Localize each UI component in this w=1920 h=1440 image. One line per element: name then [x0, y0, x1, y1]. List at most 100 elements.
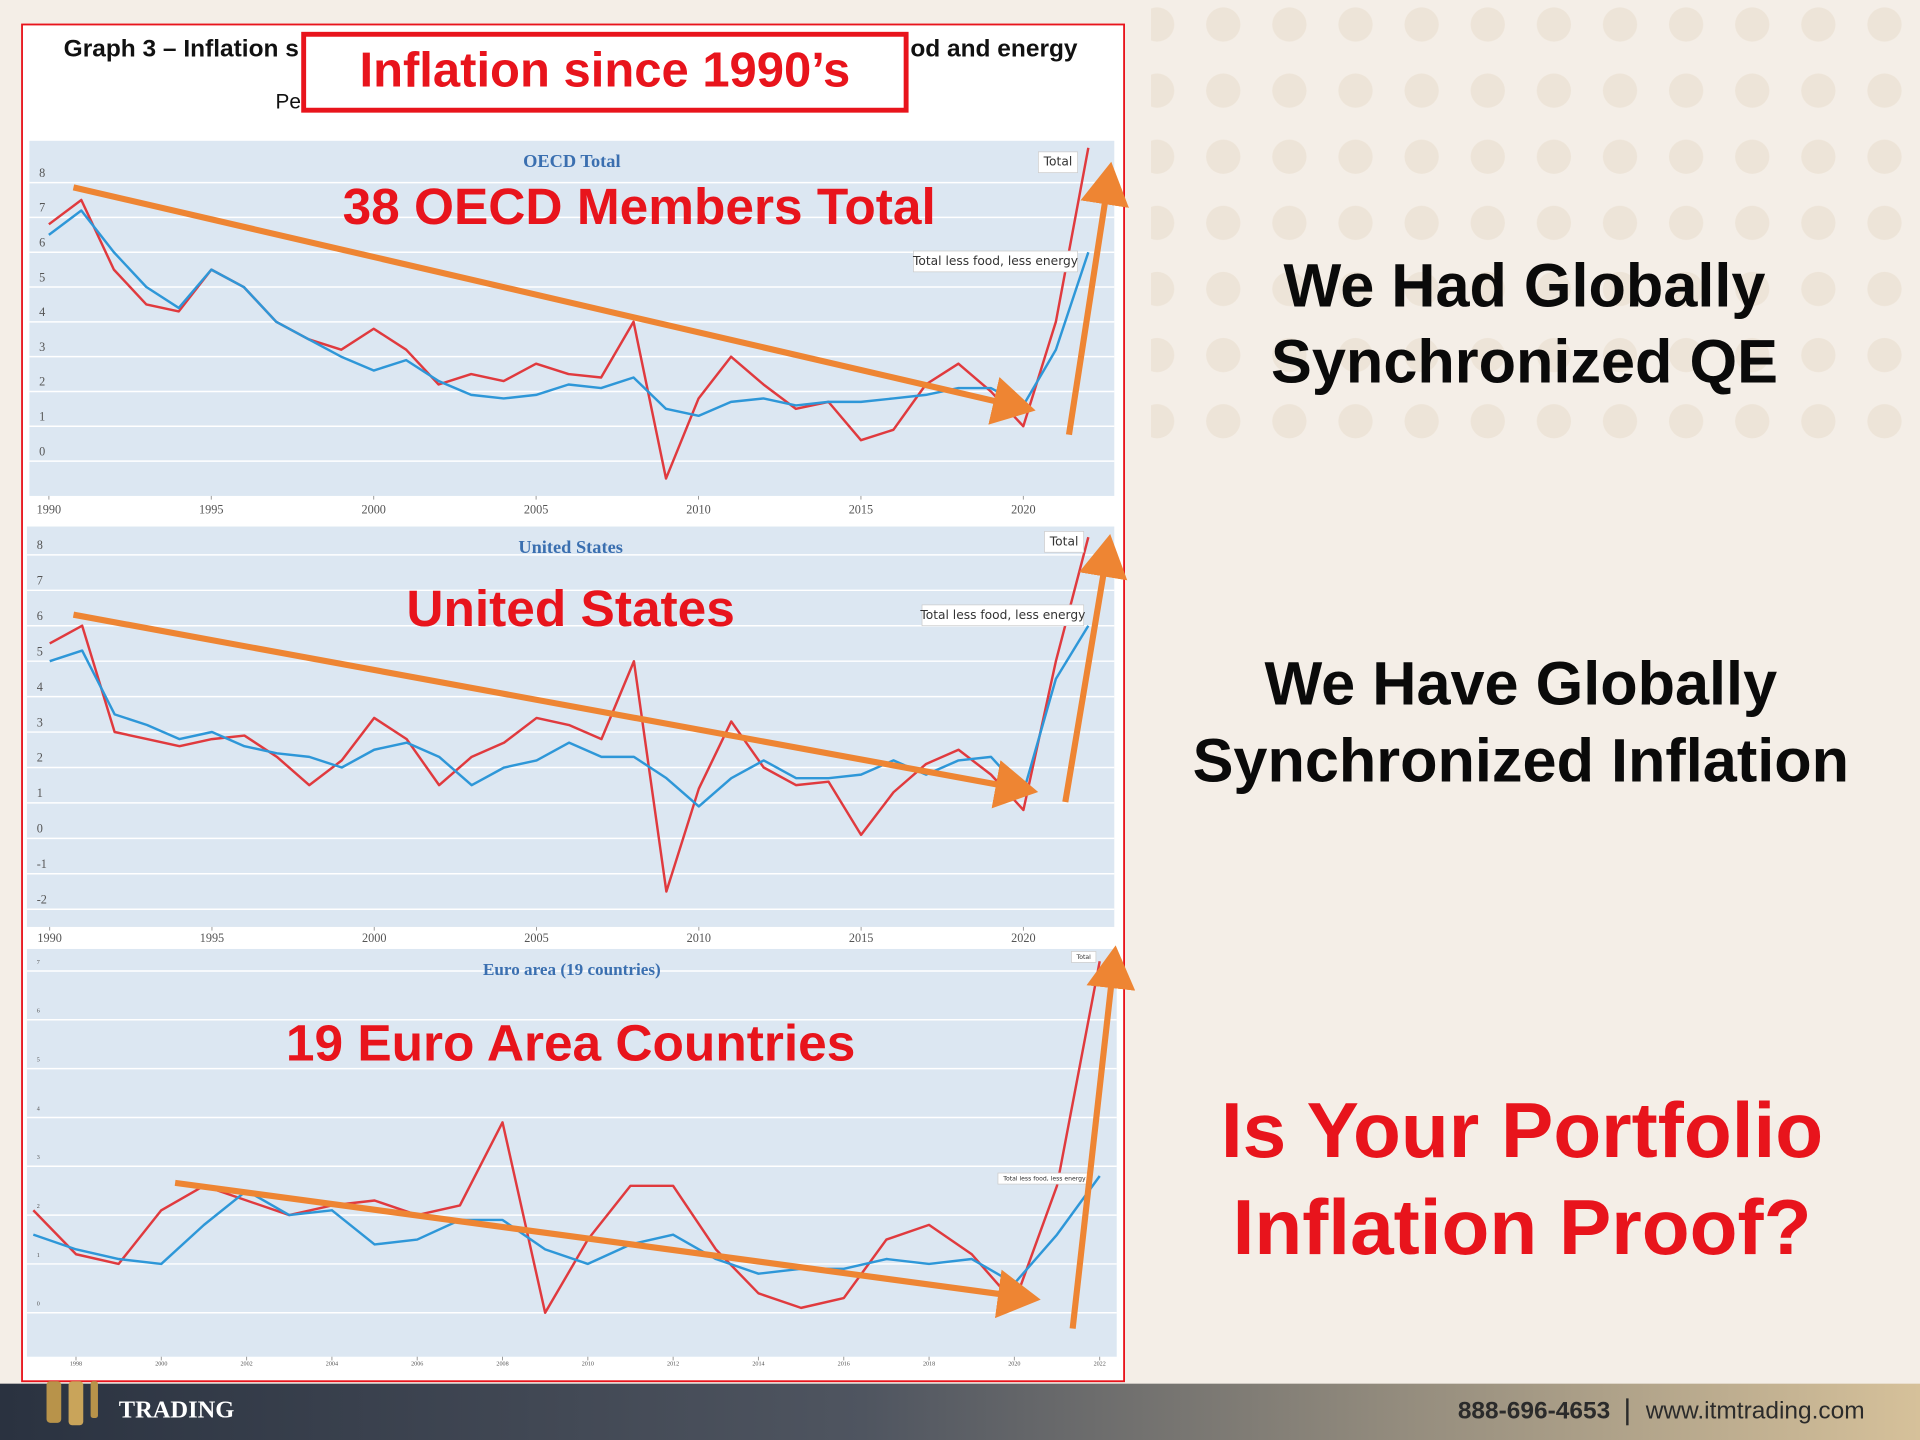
y-tick-label: 3: [37, 715, 43, 729]
y-tick-label: 8: [39, 166, 45, 180]
y-tick-label: 5: [39, 270, 45, 284]
trend-arrow: [1069, 945, 1136, 1329]
x-tick-label: 2006: [411, 1361, 423, 1367]
statement: Synchronized Inflation: [1193, 726, 1849, 794]
chart-title: Euro area (19 countries): [483, 960, 661, 979]
y-tick-label: 4: [37, 1106, 40, 1112]
statement: We Had Globally: [1284, 251, 1766, 319]
y-tick-label: 7: [37, 574, 43, 588]
x-tick-label: 2005: [524, 502, 548, 516]
y-tick-label: 7: [39, 201, 45, 215]
x-tick-label: 2012: [667, 1361, 679, 1367]
x-tick-label: 1990: [37, 502, 61, 516]
statement: We Have Globally: [1265, 649, 1778, 717]
y-tick-label: 3: [39, 340, 45, 354]
line-chart: 0 1 2 3 4 5 6 7 8 1990 1995 2000 2005 2010 2015 2020 OEC…: [29, 140, 1115, 516]
chart-annotation: 19 Euro Area Countries: [286, 1014, 855, 1072]
legend-label: Total: [1076, 954, 1092, 961]
x-tick-label: 2018: [923, 1361, 935, 1367]
phone: 888-696-4653: [1458, 1397, 1610, 1424]
x-tick-label: 2010: [687, 931, 711, 945]
question: Is Your Portfolio: [1221, 1086, 1823, 1174]
y-tick-label: 6: [39, 235, 45, 249]
y-tick-label: 7: [37, 960, 40, 966]
x-tick-label: 2010: [686, 502, 710, 516]
x-tick-label: 2010: [582, 1361, 594, 1367]
y-tick-label: 8: [37, 538, 43, 552]
legend-label: Total less food, less energy: [919, 608, 1085, 622]
y-tick-label: 0: [37, 822, 43, 836]
logo-mark: [68, 1381, 84, 1426]
x-tick-label: 2000: [155, 1361, 167, 1367]
line-chart: -2 -1 0 1 2 3 4 5 6 7 8 1990 1995 2000 2005 2010 2015 202…: [26, 526, 1115, 945]
decoration: [1151, 0, 1920, 466]
header-fragment: od and energy: [910, 36, 1078, 63]
y-tick-label: 2: [39, 375, 45, 389]
trend-arrow: [1065, 161, 1129, 436]
data-line: [32, 1175, 1101, 1285]
x-tick-label: 2000: [361, 502, 385, 516]
x-tick-label: 2020: [1011, 931, 1035, 945]
footer-bar: [0, 1383, 1920, 1440]
trend-arrow: [72, 611, 1039, 809]
callout-box: [301, 31, 909, 113]
logo-mark: [90, 1381, 98, 1418]
y-tick-label: 2: [37, 751, 43, 765]
y-tick-label: 6: [37, 1009, 40, 1015]
y-tick-label: 6: [37, 609, 43, 623]
data-line: [48, 209, 1090, 418]
header-fragment: Pe: [276, 90, 301, 113]
website: www.itmtrading.com: [1645, 1397, 1865, 1424]
overlay: Inflation since 1990’s 38 OECD Members T…: [72, 31, 1136, 1329]
x-tick-label: 2000: [362, 931, 386, 945]
chart-annotation: United States: [406, 579, 734, 637]
y-tick-label: 2: [37, 1204, 40, 1210]
y-tick-label: -2: [37, 892, 47, 906]
trend-arrow: [72, 184, 1036, 425]
legend-label: Total: [1043, 155, 1073, 169]
y-tick-label: 1: [37, 786, 43, 800]
x-tick-label: 2020: [1011, 502, 1035, 516]
y-tick-label: 5: [37, 644, 43, 658]
x-tick-label: 2015: [849, 502, 873, 516]
x-tick-label: 2022: [1094, 1361, 1106, 1367]
y-tick-label: 0: [39, 444, 45, 458]
x-tick-label: 2015: [849, 931, 873, 945]
x-tick-label: 1990: [37, 931, 61, 945]
x-tick-label: 1995: [199, 502, 223, 516]
x-tick-label: 2008: [496, 1361, 508, 1367]
y-tick-label: 4: [39, 305, 45, 319]
y-tick-label: 4: [37, 680, 43, 694]
chart-title: OECD Total: [523, 151, 620, 171]
plot-area: [29, 140, 1115, 496]
y-tick-label: 0: [37, 1302, 40, 1308]
legend-label: Total: [1049, 534, 1079, 548]
x-tick-label: 2005: [524, 931, 548, 945]
trend-arrow: [174, 1179, 1041, 1319]
y-tick-label: 1: [37, 1253, 40, 1259]
y-tick-label: 5: [37, 1057, 40, 1063]
x-tick-label: 2016: [838, 1361, 850, 1367]
x-tick-label: 2002: [240, 1361, 252, 1367]
plot-area: [26, 948, 1117, 1357]
line-chart: 0 1 2 3 4 5 6 7 1998 2000 2002 2004 2006 2008 2010 2012…: [26, 948, 1117, 1367]
legend-label: Total less food, less energy: [1002, 1176, 1086, 1183]
y-tick-label: 3: [37, 1155, 40, 1161]
x-tick-label: 2004: [326, 1361, 338, 1367]
header-fragment: Graph 3 – Inflation s: [64, 36, 299, 63]
trend-arrow: [1062, 534, 1128, 803]
x-tick-label: 1998: [70, 1361, 82, 1367]
chart-title: United States: [518, 537, 623, 557]
question: Inflation Proof?: [1233, 1183, 1812, 1271]
chart-annotation: 38 OECD Members Total: [343, 177, 936, 235]
x-tick-label: 1995: [200, 931, 224, 945]
y-tick-label: 1: [39, 410, 45, 424]
legend-box: [1038, 151, 1078, 174]
x-tick-label: 2014: [752, 1361, 764, 1367]
callout: Inflation since 1990’s: [359, 43, 850, 97]
legend-label: Total less food, less energy: [912, 254, 1078, 268]
legend-box: [913, 250, 1078, 273]
